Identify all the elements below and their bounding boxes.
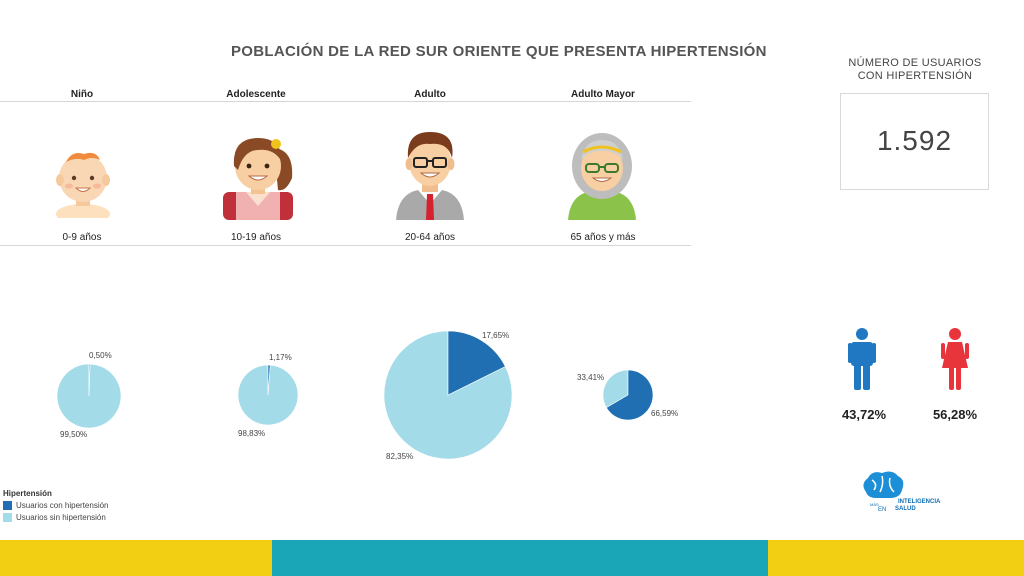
group-header-adolescente: Adolescente xyxy=(226,89,286,100)
legend-title: Hipertensión xyxy=(3,489,52,498)
age-label-adulto: 20-64 años xyxy=(404,232,456,243)
senior-avatar-icon xyxy=(568,133,636,220)
legend-swatch-with xyxy=(3,501,12,510)
pie-label-without-adulto-mayor: 33,41% xyxy=(577,373,604,382)
pie-slice-with-adulto[interactable] xyxy=(447,330,506,396)
pie-label-without-adolescente: 98,83% xyxy=(238,429,265,438)
legend-item-with[interactable]: Usuarios con hipertensión xyxy=(3,501,109,510)
pie-label-with-adulto: 17,65% xyxy=(482,331,509,340)
age-range-row: 0-9 años 10-19 años 20-64 años 65 años y… xyxy=(0,229,691,246)
group-header-nino: Niño xyxy=(70,89,94,100)
group-header-adulto: Adulto xyxy=(414,89,446,100)
age-label-adulto-mayor: 65 años y más xyxy=(570,232,636,243)
footer-bar-center xyxy=(272,540,768,576)
logo-text-mas: MÁS xyxy=(870,502,879,507)
pie-slice-without-adulto-mayor[interactable] xyxy=(602,369,629,409)
age-label-nino: 0-9 años xyxy=(62,232,102,243)
female-percentage: 56,28% xyxy=(932,407,978,422)
legend-label-with: Usuarios con hipertensión xyxy=(16,501,109,510)
kpi-card: 1.592 xyxy=(840,93,989,190)
kpi-title: NÚMERO DE USUARIOS CON HIPERTENSIÓN xyxy=(840,57,990,83)
pie-slice-with-ni-o[interactable] xyxy=(88,363,91,397)
kpi-title-line2: CON HIPERTENSIÓN xyxy=(857,70,973,82)
teen-avatar-icon xyxy=(223,138,293,220)
age-label-adolescente: 10-19 años xyxy=(230,232,282,243)
footer-bar-left xyxy=(0,540,272,576)
kpi-title-line1: NÚMERO DE USUARIOS xyxy=(848,57,982,69)
logo-text-salud: SALUD xyxy=(895,506,916,512)
logo-text-en: EN xyxy=(878,507,887,513)
chart-title: POBLACIÓN DE LA RED SUR ORIENTE QUE PRES… xyxy=(231,43,767,60)
logo-text-inteligencia: INTELIGENCIA xyxy=(898,499,941,505)
pie-label-with-adulto-mayor: 66,59% xyxy=(651,409,678,418)
pie-slice-with-adolescente[interactable] xyxy=(267,364,271,396)
pie-label-with-ni-o: 0,50% xyxy=(89,351,112,360)
baby-avatar-icon xyxy=(56,152,110,218)
group-header-row: Niño Adolescente Adulto Adulto Mayor xyxy=(0,86,691,102)
footer-bar-right xyxy=(768,540,1024,576)
brain-logo-icon xyxy=(863,471,904,498)
adult-avatar-icon xyxy=(396,132,464,220)
legend-item-without[interactable]: Usuarios sin hipertensión xyxy=(3,513,109,522)
pie-label-without-ni-o: 99,50% xyxy=(60,430,87,439)
legend-swatch-without xyxy=(3,513,12,522)
male-icon xyxy=(848,328,876,390)
male-percentage: 43,72% xyxy=(841,407,887,422)
pie-label-without-adulto: 82,35% xyxy=(386,452,413,461)
pie-label-with-adolescente: 1,17% xyxy=(269,353,292,362)
female-icon xyxy=(941,328,969,390)
pie-slice-with-adulto-mayor[interactable] xyxy=(605,369,654,421)
group-header-adulto-mayor: Adulto Mayor xyxy=(571,89,635,100)
legend-label-without: Usuarios sin hipertensión xyxy=(16,513,106,522)
kpi-value: 1.592 xyxy=(876,125,953,156)
legend: Hipertensión Usuarios con hipertensión U… xyxy=(3,489,109,525)
